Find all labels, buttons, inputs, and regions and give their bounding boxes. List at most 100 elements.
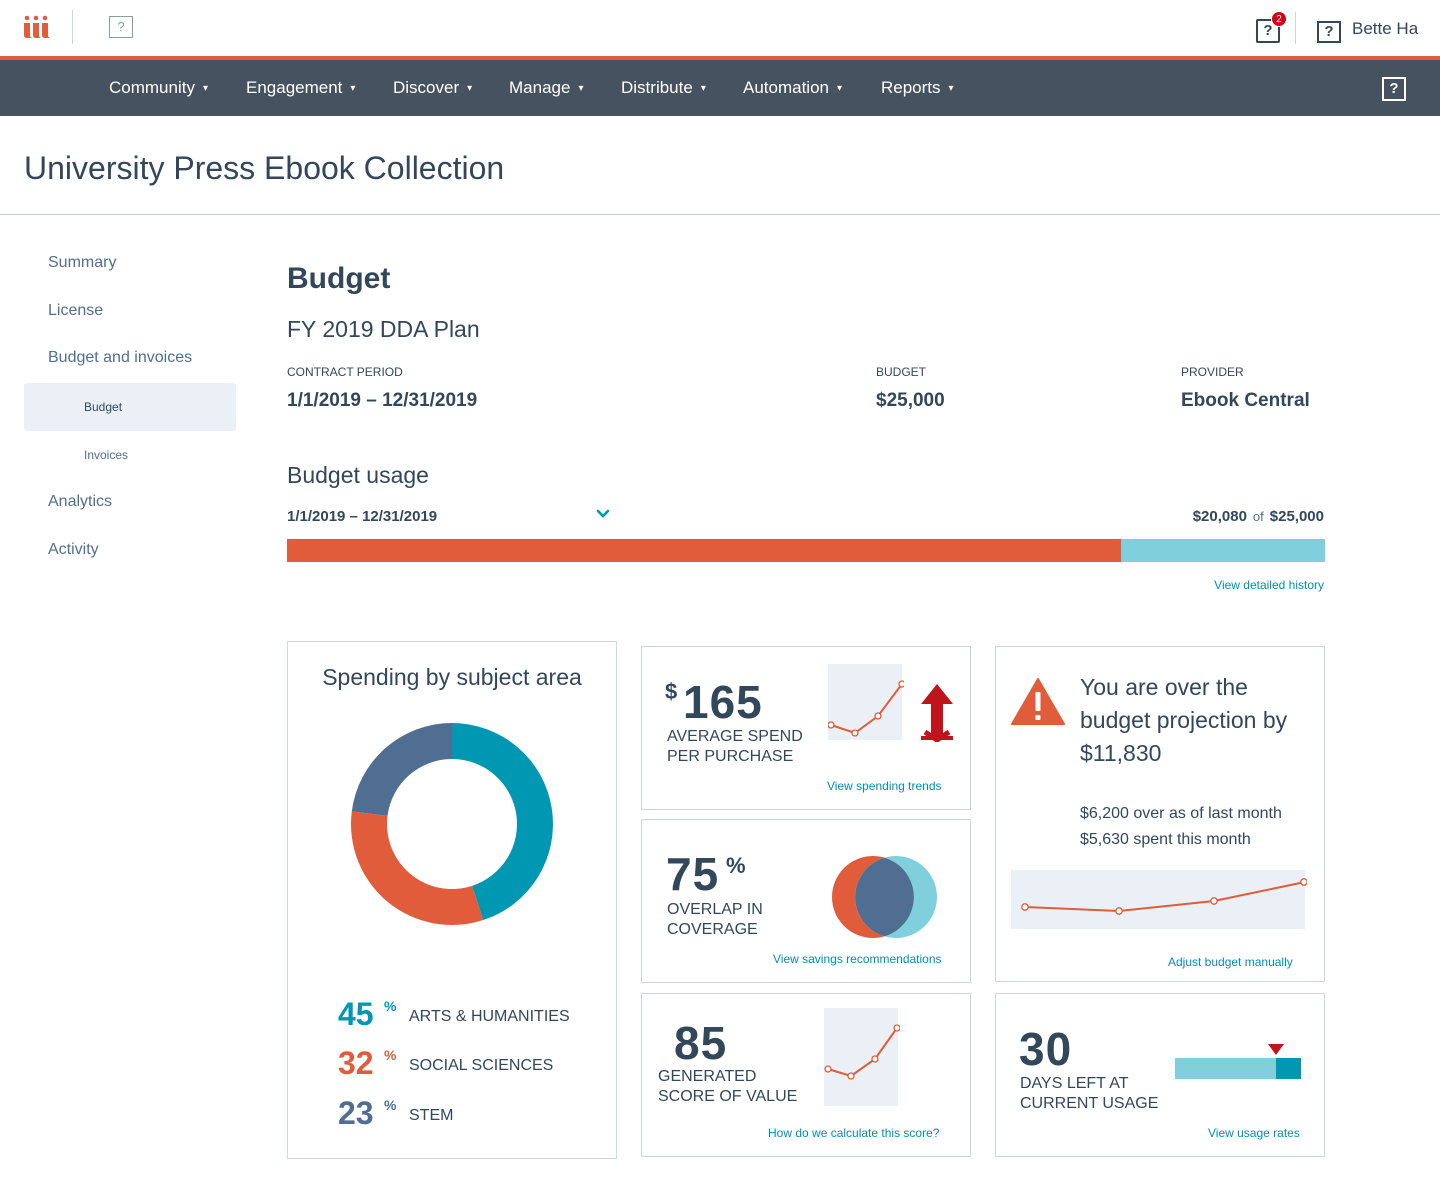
- budget-usage-fill: [287, 539, 1121, 562]
- budget-usage-bar: [287, 539, 1325, 562]
- spent-this-month-text: $5,630 spent this month: [1080, 831, 1251, 848]
- sidebar-item-summary[interactable]: Summary: [48, 254, 117, 271]
- usage-total-budget: $25,000: [1269, 508, 1324, 525]
- score-of-value-card: 85 GENERATED SCORE OF VALUE How do we ca…: [641, 993, 971, 1157]
- sidebar-item-budget[interactable]: Budget: [84, 400, 123, 414]
- legend-item-stem: 23 % STEM: [338, 1095, 598, 1135]
- page-title: University Press Ebook Collection: [24, 150, 505, 186]
- usage-rate-fill: [1275, 1058, 1301, 1079]
- view-savings-recommendations-link[interactable]: View savings recommendations: [773, 952, 942, 966]
- average-spend-card: $ 165 AVERAGE SPEND PER PURCHASE View sp…: [641, 646, 971, 810]
- card-title: Spending by subject area: [322, 664, 582, 690]
- nav-label: Manage: [509, 78, 571, 97]
- projection-trend-chart: [1011, 870, 1307, 929]
- legend-percent: 32: [338, 1045, 374, 1081]
- stat-label-line: PER PURCHASE: [667, 748, 794, 765]
- legend-label: SOCIAL SCIENCES: [409, 1057, 554, 1074]
- view-spending-trends-link[interactable]: View spending trends: [827, 779, 942, 793]
- donut-slice-1: [452, 723, 553, 921]
- nav-community[interactable]: Community ▾: [109, 60, 208, 116]
- budget-value: $25,000: [876, 390, 945, 411]
- notifications-icon[interactable]: ?: [1256, 19, 1280, 43]
- overlap-coverage-card: 75 % OVERLAP IN COVERAGE View savings re…: [641, 819, 971, 983]
- score-trend-sparkline-icon: [824, 1008, 900, 1106]
- stat-label-line: DAYS LEFT AT: [1020, 1075, 1129, 1092]
- chevron-down-icon: ▾: [202, 83, 208, 94]
- stat-label-line: SCORE OF VALUE: [658, 1088, 798, 1105]
- spending-trend-sparkline-icon: [828, 664, 904, 740]
- top-bar: ? ? 2 ? Bette Ha: [0, 0, 1440, 56]
- notification-count-badge: 2: [1271, 11, 1287, 27]
- sidebar-active-highlight: [24, 383, 236, 431]
- legend-label: STEM: [409, 1107, 454, 1124]
- usage-total: $20,080 of $25,000: [1193, 508, 1324, 525]
- legend-label: ARTS & HUMANITIES: [409, 1008, 570, 1025]
- calculate-score-link[interactable]: How do we calculate this score?: [768, 1126, 940, 1140]
- nav-automation[interactable]: Automation ▾: [743, 60, 842, 116]
- provider-value: Ebook Central: [1181, 390, 1310, 411]
- view-detailed-history-link[interactable]: View detailed history: [1214, 578, 1324, 592]
- image-placeholder-icon[interactable]: ?: [109, 16, 133, 38]
- chevron-down-icon: ▾: [948, 83, 954, 94]
- nav-reports[interactable]: Reports ▾: [881, 60, 954, 116]
- nav-discover[interactable]: Discover ▾: [393, 60, 472, 116]
- budget-usage-heading: Budget usage: [287, 462, 429, 488]
- days-left-card: 30 DAYS LEFT AT CURRENT USAGE View usage…: [995, 993, 1325, 1157]
- sidebar-item-license[interactable]: License: [48, 302, 104, 319]
- stat-label: DAYS LEFT AT CURRENT USAGE: [1020, 1074, 1158, 1114]
- adjust-budget-link[interactable]: Adjust budget manually: [1168, 955, 1293, 969]
- spending-by-subject-card: Spending by subject area 45 % ARTS & HUM…: [287, 641, 617, 1159]
- placeholder-glyph: ?: [117, 19, 125, 34]
- chevron-down-icon: ▾: [700, 83, 706, 94]
- chevron-down-icon: ▾: [837, 83, 843, 94]
- chevron-down-icon[interactable]: [596, 508, 610, 520]
- sidebar-item-invoices[interactable]: Invoices: [84, 448, 129, 462]
- triangle-marker-icon: [1267, 1044, 1284, 1055]
- venn-overlap-icon: [832, 856, 937, 938]
- legend-percent: 23: [338, 1095, 374, 1131]
- stat-label: OVERLAP IN COVERAGE: [667, 900, 763, 940]
- nav-engagement[interactable]: Engagement ▾: [246, 60, 355, 116]
- plan-name: FY 2019 DDA Plan: [287, 316, 480, 342]
- nav-label: Reports: [881, 78, 941, 97]
- nav-label: Distribute: [621, 78, 693, 97]
- usage-period-select[interactable]: 1/1/2019 – 12/31/2019: [287, 508, 438, 525]
- nav-help-icon[interactable]: ?: [1382, 77, 1406, 101]
- over-budget-alert-card: You are over the budget projection by $1…: [995, 646, 1325, 982]
- currency-symbol: $: [665, 679, 678, 704]
- app-logo-icon[interactable]: [22, 14, 50, 40]
- chevron-down-icon: ▾: [467, 83, 473, 94]
- sidebar-item-analytics[interactable]: Analytics: [48, 493, 113, 510]
- usage-rate-bar: [1175, 1058, 1301, 1079]
- contract-period-label: CONTRACT PERIOD: [287, 365, 403, 379]
- stat-label: GENERATED SCORE OF VALUE: [658, 1067, 797, 1107]
- nav-manage[interactable]: Manage ▾: [509, 60, 583, 116]
- sidebar-item-budget-and-invoices[interactable]: Budget and invoices: [48, 349, 193, 366]
- section-heading: Budget: [287, 262, 391, 295]
- view-usage-rates-link[interactable]: View usage rates: [1208, 1126, 1300, 1140]
- sidebar-item-activity[interactable]: Activity: [48, 541, 99, 558]
- chevron-down-icon: ▾: [578, 83, 584, 94]
- user-menu[interactable]: Bette Ha: [1352, 19, 1419, 38]
- donut-slice-3: [351, 723, 452, 816]
- over-budget-title: You are over the budget projection by $1…: [1080, 674, 1288, 766]
- legend-percent-symbol: %: [384, 998, 397, 1014]
- donut-slice-2: [351, 811, 484, 925]
- legend-item-arts: 45 % ARTS & HUMANITIES: [338, 996, 598, 1036]
- accent-strip: [0, 56, 1440, 60]
- legend-percent-symbol: %: [384, 1097, 397, 1113]
- stat-label-line: OVERLAP IN: [667, 901, 763, 918]
- legend-item-social: 32 % SOCIAL SCIENCES: [338, 1045, 598, 1085]
- usage-of: of: [1252, 509, 1264, 524]
- average-spend-value: 165: [683, 676, 763, 728]
- nav-label: Engagement: [246, 78, 343, 97]
- stat-label-line: AVERAGE SPEND: [667, 728, 803, 745]
- stat-label: AVERAGE SPEND PER PURCHASE: [667, 727, 803, 767]
- nav-distribute[interactable]: Distribute ▾: [621, 60, 706, 116]
- help-icon[interactable]: ?: [1317, 21, 1341, 43]
- score-value: 85: [674, 1017, 728, 1069]
- warning-icon: [1011, 678, 1065, 725]
- up-down-arrow-icon: [921, 684, 953, 742]
- budget-label: BUDGET: [876, 365, 927, 379]
- over-last-month-text: $6,200 over as of last month: [1080, 805, 1282, 822]
